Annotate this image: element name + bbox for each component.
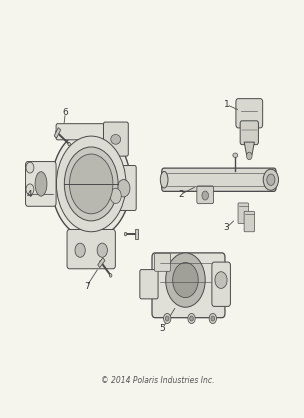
Circle shape: [26, 184, 34, 195]
Circle shape: [117, 180, 130, 197]
Polygon shape: [135, 229, 138, 239]
Circle shape: [267, 174, 275, 186]
Circle shape: [164, 314, 171, 324]
Ellipse shape: [111, 135, 121, 144]
Circle shape: [110, 188, 121, 204]
Polygon shape: [54, 127, 61, 138]
Circle shape: [190, 316, 193, 321]
FancyBboxPatch shape: [152, 253, 225, 318]
Circle shape: [209, 314, 216, 324]
Polygon shape: [98, 258, 105, 268]
Circle shape: [263, 169, 278, 190]
FancyBboxPatch shape: [236, 99, 263, 128]
Circle shape: [215, 272, 227, 288]
Circle shape: [166, 253, 205, 307]
FancyBboxPatch shape: [154, 253, 171, 271]
FancyBboxPatch shape: [26, 161, 56, 206]
Ellipse shape: [35, 172, 47, 196]
Circle shape: [188, 314, 195, 324]
Circle shape: [211, 316, 215, 321]
Circle shape: [97, 243, 107, 257]
FancyBboxPatch shape: [238, 203, 248, 224]
FancyBboxPatch shape: [244, 212, 254, 232]
FancyBboxPatch shape: [140, 270, 158, 299]
FancyBboxPatch shape: [67, 229, 115, 269]
Polygon shape: [244, 142, 254, 155]
Circle shape: [26, 162, 34, 173]
Circle shape: [173, 263, 198, 298]
Text: 4: 4: [26, 190, 32, 199]
Text: 2: 2: [178, 190, 184, 199]
Circle shape: [69, 154, 113, 214]
Text: © 2014 Polaris Industries Inc.: © 2014 Polaris Industries Inc.: [101, 376, 215, 385]
Ellipse shape: [233, 153, 238, 158]
Text: 6: 6: [63, 108, 68, 117]
FancyBboxPatch shape: [162, 168, 276, 191]
Circle shape: [64, 147, 118, 221]
Text: 5: 5: [160, 324, 165, 333]
Text: 3: 3: [224, 223, 229, 232]
Circle shape: [109, 274, 112, 277]
Circle shape: [68, 143, 71, 146]
FancyBboxPatch shape: [197, 186, 213, 204]
FancyBboxPatch shape: [212, 262, 230, 306]
FancyBboxPatch shape: [111, 166, 136, 210]
Circle shape: [165, 316, 169, 321]
Circle shape: [57, 136, 126, 232]
Circle shape: [124, 232, 127, 236]
FancyBboxPatch shape: [240, 121, 258, 145]
Circle shape: [247, 152, 252, 160]
Ellipse shape: [160, 171, 168, 188]
Circle shape: [52, 130, 131, 238]
Text: 7: 7: [84, 282, 89, 291]
Text: 1: 1: [224, 100, 229, 109]
Circle shape: [75, 243, 85, 257]
Circle shape: [202, 191, 209, 200]
FancyBboxPatch shape: [103, 122, 128, 156]
FancyBboxPatch shape: [56, 124, 126, 140]
